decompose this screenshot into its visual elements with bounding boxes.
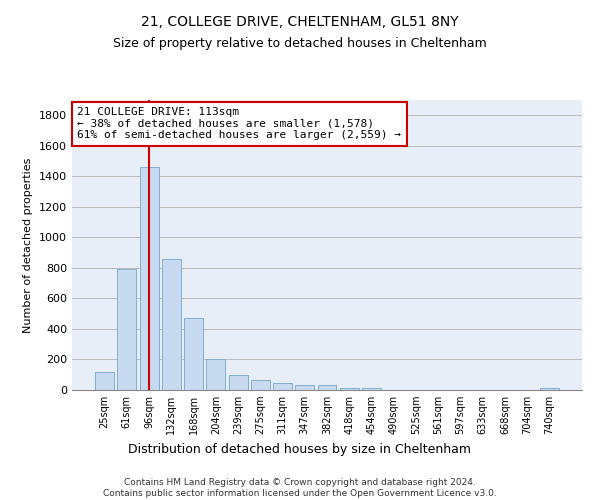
- Bar: [229, 374, 248, 390]
- Bar: [317, 386, 337, 390]
- Bar: [118, 268, 136, 390]
- Bar: [206, 360, 225, 390]
- Bar: [340, 388, 359, 390]
- Text: 21, COLLEGE DRIVE, CHELTENHAM, GL51 8NY: 21, COLLEGE DRIVE, CHELTENHAM, GL51 8NY: [141, 15, 459, 29]
- Bar: [184, 318, 203, 390]
- Text: Distribution of detached houses by size in Cheltenham: Distribution of detached houses by size …: [128, 442, 472, 456]
- Bar: [95, 372, 114, 390]
- Y-axis label: Number of detached properties: Number of detached properties: [23, 158, 34, 332]
- Bar: [362, 388, 381, 390]
- Text: Size of property relative to detached houses in Cheltenham: Size of property relative to detached ho…: [113, 38, 487, 51]
- Bar: [140, 167, 158, 390]
- Text: 21 COLLEGE DRIVE: 113sqm
← 38% of detached houses are smaller (1,578)
61% of sem: 21 COLLEGE DRIVE: 113sqm ← 38% of detach…: [77, 108, 401, 140]
- Bar: [251, 380, 270, 390]
- Bar: [273, 383, 292, 390]
- Bar: [295, 384, 314, 390]
- Bar: [540, 388, 559, 390]
- Bar: [162, 258, 181, 390]
- Text: Contains HM Land Registry data © Crown copyright and database right 2024.
Contai: Contains HM Land Registry data © Crown c…: [103, 478, 497, 498]
